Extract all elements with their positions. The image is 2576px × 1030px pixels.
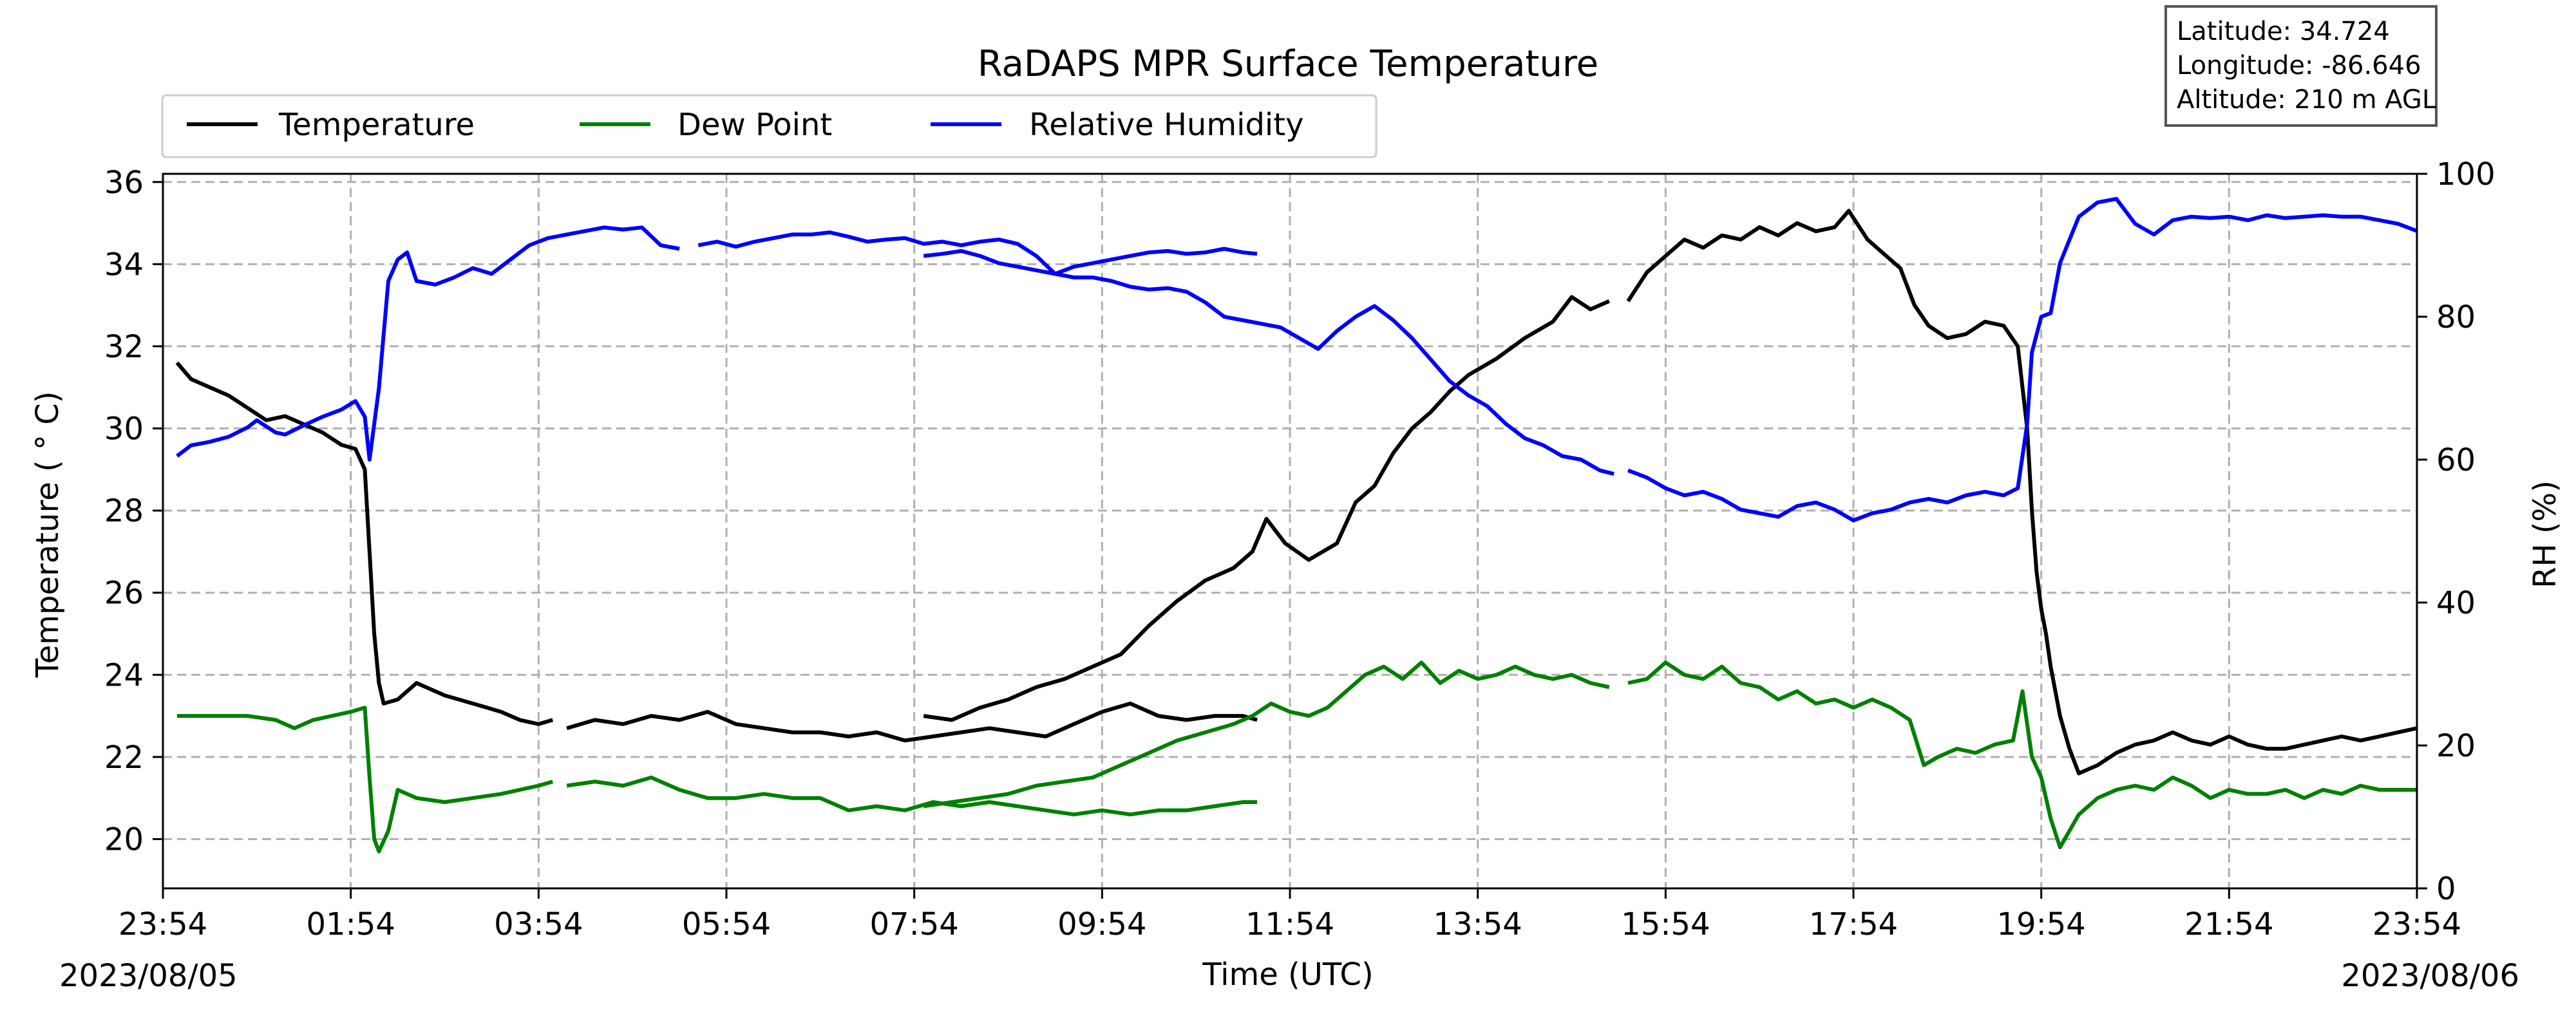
- y-right-tick-label: 20: [2436, 728, 2476, 764]
- latitude-text: Latitude: 34.724: [2177, 17, 2390, 46]
- y-left-tick-label: 30: [104, 411, 144, 447]
- x-tick-label: 23:54: [118, 906, 207, 942]
- location-info-box: Latitude: 34.724 Longitude: -86.646 Alti…: [2164, 5, 2438, 127]
- y-left-tick-label: 36: [104, 165, 144, 201]
- grid: [163, 174, 2417, 888]
- x-tick-label: 07:54: [870, 906, 959, 942]
- legend: Temperature Dew Point Relative Humidity: [161, 94, 1378, 158]
- y-left-tick-label: 26: [104, 576, 144, 612]
- x-tick-label: 11:54: [1245, 906, 1334, 942]
- start-date-label: 2023/08/05: [59, 958, 238, 994]
- y-right-tick-label: 40: [2436, 585, 2476, 621]
- x-tick-label: 23:54: [2372, 906, 2461, 942]
- series-lines: [175, 196, 2418, 854]
- legend-temperature-label: Temperature: [278, 107, 475, 143]
- y-right-tick-label: 80: [2436, 299, 2476, 335]
- dew-point-line-segment-0: [176, 706, 554, 854]
- y-left-tick-label: 34: [104, 247, 144, 283]
- x-tick-label: 05:54: [682, 906, 771, 942]
- y-left-tick-label: 22: [104, 740, 144, 776]
- x-tick-label: 17:54: [1809, 906, 1898, 942]
- relative-humidity-line-segment-1: [697, 230, 1258, 276]
- x-axis-label: Time (UTC): [1202, 957, 1373, 993]
- longitude-text: Longitude: -86.646: [2177, 51, 2421, 80]
- y-right-tick-label: 100: [2436, 156, 2496, 192]
- temperature-line-segment-1: [566, 701, 1258, 743]
- location-info-frame: [2164, 5, 2438, 127]
- y-right-axis-label: RH (%): [2527, 480, 2563, 588]
- dew-point-line-segment-2: [923, 660, 1610, 809]
- relative-humidity-line-segment-0: [176, 225, 680, 462]
- legend-relative-humidity-label: Relative Humidity: [1029, 107, 1303, 143]
- y-right-axis-ticks: 0 20 40 60 80 100: [2417, 156, 2496, 907]
- relative-humidity-line-segment-3: [1627, 196, 2418, 523]
- y-left-axis-ticks: 20 22 24 26 28 30 32 34 36: [104, 165, 163, 857]
- x-tick-label: 09:54: [1057, 906, 1146, 942]
- legend-box: [161, 94, 1378, 158]
- chart-title: RaDAPS MPR Surface Temperature: [978, 43, 1598, 85]
- y-right-tick-label: 0: [2436, 871, 2456, 907]
- temperature-line-segment-3: [1626, 209, 2418, 776]
- x-tick-label: 19:54: [1997, 906, 2086, 942]
- temperature-line-segment-2: [923, 295, 1610, 722]
- y-left-tick-label: 20: [104, 821, 144, 857]
- altitude-text: Altitude: 210 m AGL: [2177, 85, 2437, 115]
- y-left-tick-label: 32: [104, 329, 144, 365]
- x-axis-ticks: 23:54 01:54 03:54 05:54 07:54 09:54 11:54 13:54…: [118, 888, 2461, 942]
- legend-dew-point-label: Dew Point: [677, 107, 832, 143]
- y-right-tick-label: 60: [2436, 442, 2476, 478]
- y-left-tick-label: 28: [104, 493, 144, 529]
- x-tick-label: 13:54: [1434, 906, 1522, 942]
- relative-humidity-line-segment-2: [923, 248, 1615, 476]
- y-left-tick-label: 24: [104, 657, 144, 693]
- dew-point-line-segment-1: [566, 775, 1257, 817]
- y-left-axis-label: Temperature ( ° C): [30, 391, 66, 679]
- x-tick-label: 15:54: [1621, 906, 1710, 942]
- x-tick-label: 01:54: [307, 906, 395, 942]
- temperature-line-segment-0: [175, 361, 554, 726]
- end-date-label: 2023/08/06: [2341, 958, 2519, 994]
- dew-point-line-segment-3: [1627, 660, 2417, 850]
- x-tick-label: 21:54: [2184, 906, 2273, 942]
- x-tick-label: 03:54: [494, 906, 583, 942]
